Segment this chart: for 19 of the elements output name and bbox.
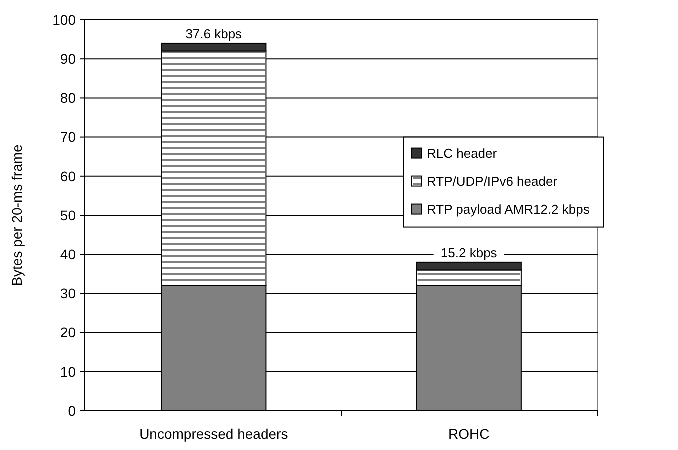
legend-label: RTP payload AMR12.2 kbps: [427, 202, 590, 217]
legend-label: RLC header: [427, 146, 498, 161]
annotation: 37.6 kbps: [186, 26, 243, 42]
x-tick-label: ROHC: [448, 426, 490, 442]
y-tick-label: 100: [52, 12, 76, 28]
y-tick-label: 20: [60, 324, 76, 341]
y-axis-title: Bytes per 20-ms frame: [9, 144, 25, 286]
legend-label: RTP/UDP/IPv6 header: [427, 174, 558, 189]
y-tick-label: 70: [60, 129, 76, 146]
y-tick-label: 50: [60, 207, 76, 224]
y-tick-label: 30: [60, 286, 76, 302]
annotation: 15.2 kbps: [440, 245, 498, 260]
y-tick-label: 90: [60, 51, 76, 67]
y-tick-label: 40: [60, 246, 76, 262]
y-tick-label: 10: [60, 364, 76, 380]
y-tick-label: 80: [60, 90, 76, 106]
x-tick-label: Uncompressed headers: [140, 426, 288, 442]
y-tick-label: 0: [68, 402, 76, 419]
y-tick-label: 60: [60, 168, 76, 184]
